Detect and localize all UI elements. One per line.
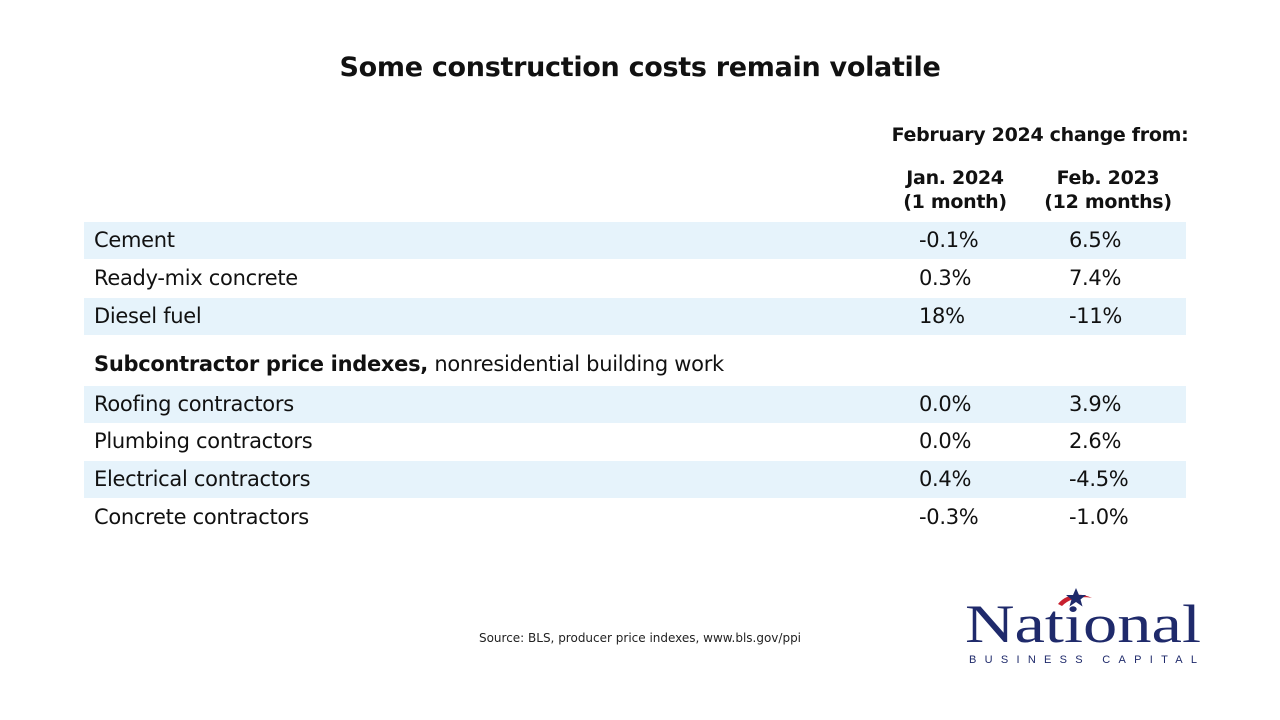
row-value-1-month: 0.0% [919, 392, 972, 416]
row-label: Electrical contractors [94, 467, 311, 491]
table-row: Roofing contractors 0.0% 3.9% [84, 386, 1186, 423]
star-icon [1066, 588, 1086, 607]
row-value-1-month: 0.3% [919, 266, 972, 290]
row-value-12-months: 6.5% [1069, 228, 1122, 252]
row-value-1-month: 18% [919, 304, 965, 328]
logo-tagline: BUSINESS CAPITAL [969, 654, 1197, 666]
page-title: Some construction costs remain volatile [339, 52, 941, 83]
subheader-rest: nonresidential building work [427, 352, 724, 376]
row-value-1-month: -0.1% [919, 228, 979, 252]
row-value-12-months: 2.6% [1069, 429, 1122, 453]
row-value-12-months: 7.4% [1069, 266, 1122, 290]
row-value-1-month: 0.4% [919, 467, 972, 491]
table-row: Cement -0.1% 6.5% [84, 222, 1186, 259]
source-note: Source: BLS, producer price indexes, www… [478, 631, 802, 645]
column-header-12-months: Feb. 2023 (12 months) [1028, 166, 1188, 214]
row-label: Diesel fuel [94, 304, 202, 328]
column-header-line: Jan. 2024 [906, 167, 1004, 189]
table-row: Electrical contractors 0.4% -4.5% [84, 461, 1186, 498]
row-value-1-month: 0.0% [919, 429, 972, 453]
section-subheader: Subcontractor price indexes, nonresident… [94, 352, 724, 376]
row-label: Ready-mix concrete [94, 266, 298, 290]
table-row: Plumbing contractors 0.0% 2.6% [84, 423, 1186, 460]
table-row: Concrete contractors -0.3% -1.0% [84, 499, 1186, 536]
swoosh-icon [1058, 594, 1092, 606]
row-label: Plumbing contractors [94, 429, 313, 453]
row-value-12-months: 3.9% [1069, 392, 1122, 416]
row-value-12-months: -4.5% [1069, 467, 1129, 491]
logo-wordmark: National [965, 594, 1201, 654]
column-header-1-month: Jan. 2024 (1 month) [875, 166, 1035, 214]
table-row: Diesel fuel 18% -11% [84, 298, 1186, 335]
row-label: Roofing contractors [94, 392, 294, 416]
national-business-capital-logo: National BUSINESS CAPITAL [965, 588, 1201, 666]
table-row: Ready-mix concrete 0.3% 7.4% [84, 260, 1186, 297]
row-label: Cement [94, 228, 175, 252]
column-group-header: February 2024 change from: [891, 124, 1189, 146]
row-label: Concrete contractors [94, 505, 309, 529]
row-value-12-months: -1.0% [1069, 505, 1129, 529]
subheader-bold: Subcontractor price indexes, [94, 352, 428, 376]
row-value-12-months: -11% [1069, 304, 1123, 328]
row-value-1-month: -0.3% [919, 505, 979, 529]
column-header-line: (12 months) [1044, 191, 1172, 213]
column-header-line: Feb. 2023 [1056, 167, 1160, 189]
column-header-line: (1 month) [903, 191, 1007, 213]
